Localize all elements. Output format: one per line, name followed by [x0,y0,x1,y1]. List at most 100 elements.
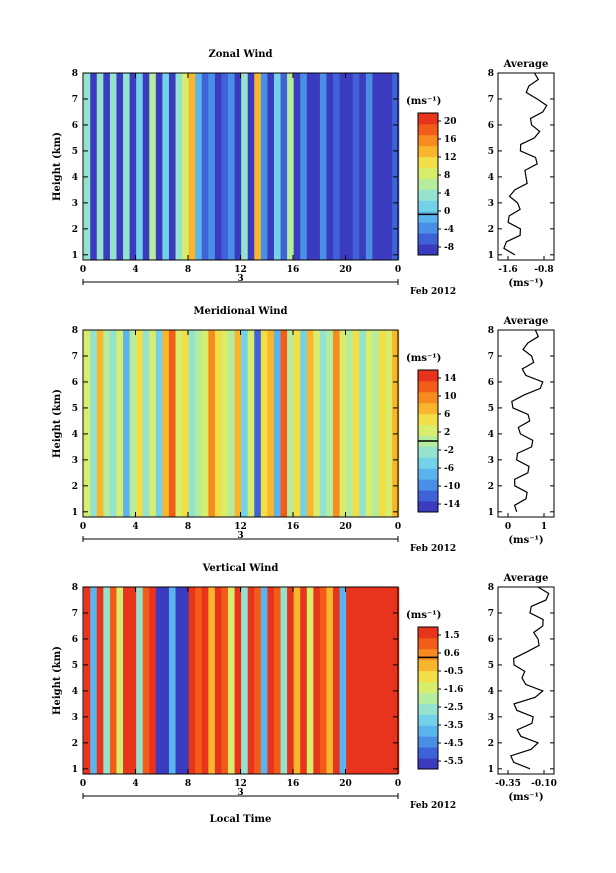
x-tick-label: 8 [185,522,191,532]
heatmap-column [287,587,295,774]
colorbar-segment [418,468,438,480]
heatmap-column [142,73,150,260]
colorbar-tick-label: 0.6 [444,649,460,659]
y-tick-label: 1 [72,765,78,775]
colorbar-segment [418,747,438,759]
y-axis-label: Height (km) [52,389,63,458]
average-y-tick-label: 8 [488,326,494,336]
x-tick-label: 0 [395,779,401,789]
x-tick-label: 8 [185,779,191,789]
colorbar-segment [418,670,438,683]
x-tick-label: 20 [339,779,352,789]
average-x-tick-label: -0.35 [495,779,521,789]
heatmap-column [359,330,367,517]
average-x-label: (ms⁻¹) [508,792,543,803]
heatmap-column [103,587,111,774]
heatmap-column [228,587,236,774]
average-y-tick-label: 5 [488,661,494,671]
heatmap-column [352,73,360,260]
heatmap-column [280,587,288,774]
heatmap-column [385,73,393,260]
heatmap-column [195,73,203,260]
heatmap-column [392,330,400,517]
heatmap-column [96,73,104,260]
y-tick-label: 5 [72,661,78,671]
heatmap-column [116,73,124,260]
heatmap-column [267,330,275,517]
heatmap-column [260,73,269,260]
heatmap-column [306,330,314,517]
average-frame [497,72,555,261]
heatmap-column [319,330,328,517]
colorbar-tick-label: -2 [444,446,454,456]
colorbar-tick-label: -4.5 [444,739,463,749]
heatmap-column [103,73,111,260]
heatmap-column [142,330,150,517]
colorbar-segment [418,134,438,147]
average-y-tick-label: 4 [488,173,494,183]
y-tick-label: 8 [72,326,78,336]
heatmap-column [182,587,190,774]
heatmap-column [287,330,295,517]
colorbar-segment [418,424,438,436]
average-y-tick-label: 7 [488,352,494,362]
colorbar-unit: (ms⁻¹) [406,96,441,107]
x-tick-label: 16 [287,522,300,532]
average-x-tick-label: -0.8 [534,265,553,275]
heatmap-column [352,330,360,517]
y-tick-label: 8 [72,583,78,593]
average-x-tick-label: 0 [505,522,511,532]
colorbar-frame [417,112,439,256]
heatmap-column [352,587,360,774]
heatmap-column [175,587,183,774]
heatmap-column [359,73,367,260]
heatmap-column [267,73,275,260]
colorbar-segment [418,714,438,726]
heatmap-column [254,587,262,774]
x-tick-label: 20 [339,265,352,275]
heatmap-column [300,73,308,260]
heatmap-column [300,330,308,517]
average-y-tick-label: 4 [488,430,494,440]
colorbar-tick-label: -4 [444,225,454,235]
heatmap-column [208,587,216,774]
heatmap-column [109,330,118,517]
colorbar-segment [418,370,438,382]
heatmap-column [109,73,118,260]
heatmap-column [116,587,124,774]
heatmap-column [378,73,387,260]
heatmap-column [129,73,137,260]
heatmap-column [372,587,380,774]
heatmap-column [129,330,137,517]
heatmap-column [306,587,314,774]
y-tick-label: 7 [72,609,78,619]
average-y-tick-label: 3 [488,199,494,209]
colorbar-segment [418,413,438,426]
x-axis-label: Local Time [210,814,272,825]
colorbar-segment [418,156,438,169]
colorbar-segment [418,211,438,223]
heatmap-column [346,587,354,774]
heatmap-column [208,330,216,517]
colorbar-segment [418,703,438,715]
y-tick-label: 6 [72,121,78,131]
average-y-tick-label: 2 [488,225,494,235]
heatmap-column [182,73,190,260]
y-tick-label: 3 [72,456,78,466]
heatmap-column [155,330,164,517]
heatmap-column [201,587,209,774]
heatmap-column [326,73,334,260]
y-axis-label: Height (km) [52,646,63,715]
y-tick-label: 6 [72,378,78,388]
heatmap-column [162,73,170,260]
colorbar-tick-label: -8 [444,243,454,253]
average-y-tick-label: 4 [488,687,494,697]
date-label: Feb 2012 [410,287,456,297]
average-y-tick-label: 2 [488,739,494,749]
colorbar-segment [418,446,438,458]
colorbar-segment [418,659,438,672]
colorbar-tick-label: 6 [444,410,450,420]
heatmap-column [201,73,209,260]
y-tick-label: 3 [72,199,78,209]
